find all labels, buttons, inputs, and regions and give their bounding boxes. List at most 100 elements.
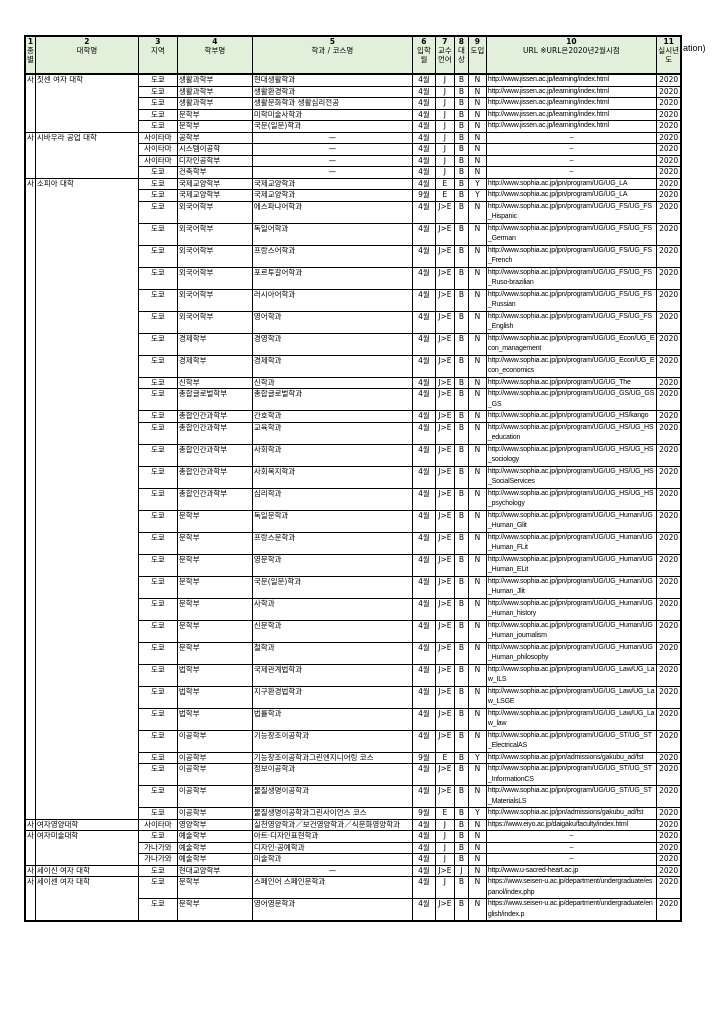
region-cell: 도쿄 — [137, 244, 178, 268]
url-cell[interactable]: http://www.sophia.ac.jp/jpn/program/UG/U… — [485, 487, 657, 511]
url-cell[interactable]: http://www.sophia.ac.jp/jpn/program/UG/U… — [485, 729, 657, 753]
faculty-cell: 문학부 — [176, 553, 253, 577]
entry-month-cell: 4월 — [411, 421, 436, 445]
department-cell: 정보이공학과 — [251, 763, 413, 786]
university-name-cell: 시바우라 공업 대학 — [34, 131, 139, 179]
year-cell: 2020 — [655, 421, 682, 445]
url-cell[interactable]: http://www.sophia.ac.jp/jpn/program/UG/U… — [485, 707, 657, 731]
column-number: 1 — [27, 37, 34, 46]
department-cell: 심리학과 — [251, 487, 413, 511]
url-cell[interactable]: http://www.sophia.ac.jp/jpn/program/UG/U… — [485, 663, 657, 687]
url-cell[interactable]: http://www.sophia.ac.jp/jpn/program/UG/U… — [485, 685, 657, 709]
url-cell[interactable]: http://www.sophia.ac.jp/jpn/program/UG/U… — [485, 443, 657, 467]
language-cell: J — [434, 97, 455, 110]
university-name-cell: 짓센 여자 대학 — [34, 73, 139, 133]
url-cell[interactable]: http://www.sophia.ac.jp/jpn/program/UG/U… — [485, 310, 657, 334]
url-cell[interactable]: http://www.sophia.ac.jp/jpn/program/UG/U… — [485, 763, 657, 786]
url-cell[interactable]: http://www.sophia.ac.jp/jpn/program/UG/U… — [485, 332, 657, 356]
entry-month-cell: 4월 — [411, 108, 436, 121]
url-cell[interactable]: http://www.sophia.ac.jp/jpn/program/UG/U… — [485, 200, 657, 224]
url-cell[interactable]: http://www.sophia.ac.jp/jpn/program/UG/U… — [485, 388, 657, 411]
url-cell[interactable]: http://www.u-sacred-heart.ac.jp — [485, 864, 657, 877]
language-cell: J>E — [434, 332, 455, 356]
language-cell: J — [434, 131, 455, 144]
table-row: 도쿄 건축학부 —4월 J B N –2020 — [25, 166, 682, 179]
introduction-cell: N — [467, 553, 487, 577]
table-header: 1 종별 2 대학명 3 지역 4 학부명 5 학과 / 코스명 6 입학월 7 교수언어 8 대상 9 도입 10… — [24, 35, 682, 75]
introduction-cell: N — [467, 876, 487, 899]
target-cell: B — [453, 898, 469, 922]
url-cell[interactable]: http://www.sophia.ac.jp/jpn/program/UG/U… — [485, 189, 657, 202]
language-cell: J>E — [434, 785, 455, 808]
target-cell: B — [453, 388, 469, 411]
faculty-cell: 외국어학부 — [176, 310, 253, 334]
url-cell[interactable]: http://www.sophia.ac.jp/jpn/admissions/g… — [485, 751, 657, 764]
year-cell: 2020 — [655, 288, 682, 312]
url-cell[interactable]: https://www.seisen-u.ac.jp/department/un… — [485, 876, 657, 899]
department-cell: 러시아어학과 — [251, 288, 413, 312]
url-cell[interactable]: http://www.sophia.ac.jp/jpn/program/UG/U… — [485, 641, 657, 665]
url-cell[interactable]: http://www.sophia.ac.jp/jpn/program/UG/U… — [485, 465, 657, 489]
target-cell: B — [453, 531, 469, 555]
department-cell: 프랑스문학과 — [251, 531, 413, 555]
url-cell[interactable]: http://www.jissen.ac.jp/learning/index.h… — [485, 97, 657, 110]
url-cell[interactable]: http://www.sophia.ac.jp/jpn/program/UG/U… — [485, 222, 657, 246]
column-number: 2 — [84, 37, 90, 46]
introduction-cell: N — [467, 266, 487, 290]
url-cell[interactable]: http://www.sophia.ac.jp/jpn/program/UG/U… — [485, 421, 657, 445]
url-cell[interactable]: http://www.sophia.ac.jp/jpn/program/UG/U… — [485, 509, 657, 533]
language-cell: E — [434, 807, 455, 820]
department-cell: — — [251, 154, 413, 167]
url-cell[interactable]: http://www.sophia.ac.jp/jpn/program/UG/U… — [485, 177, 657, 190]
column-number: 11 — [663, 37, 674, 46]
introduction-cell: N — [467, 531, 487, 555]
introduction-cell: N — [467, 421, 487, 445]
year-cell: 2020 — [655, 707, 682, 731]
column-label: 입학월 — [417, 46, 431, 64]
introduction-cell: N — [467, 898, 487, 922]
url-cell[interactable]: http://www.sophia.ac.jp/jpn/program/UG/U… — [485, 575, 657, 599]
url-cell[interactable]: http://www.jissen.ac.jp/learning/index.h… — [485, 85, 657, 98]
introduction-cell: N — [467, 288, 487, 312]
url-cell[interactable]: http://www.jissen.ac.jp/learning/index.h… — [485, 120, 657, 133]
url-cell[interactable]: http://www.sophia.ac.jp/jpn/program/UG/U… — [485, 410, 657, 423]
url-cell[interactable]: http://www.jissen.ac.jp/learning/index.h… — [485, 108, 657, 121]
entry-month-cell: 4월 — [411, 310, 436, 334]
entry-month-cell: 4월 — [411, 131, 436, 144]
department-cell: 지구환경법학과 — [251, 685, 413, 709]
url-cell[interactable]: http://www.sophia.ac.jp/jpn/program/UG/U… — [485, 354, 657, 378]
year-cell: 2020 — [655, 410, 682, 423]
language-cell: J — [434, 154, 455, 167]
url-cell[interactable]: http://www.sophia.ac.jp/jpn/program/UG/U… — [485, 266, 657, 290]
entry-month-cell: 4월 — [411, 509, 436, 533]
introduction-cell: N — [467, 410, 487, 423]
url-cell[interactable]: http://www.sophia.ac.jp/jpn/program/UG/U… — [485, 288, 657, 312]
url-cell[interactable]: https://www.eiyo.ac.jp/daigaku/faculty/i… — [485, 818, 657, 831]
year-cell: 2020 — [655, 465, 682, 489]
url-cell[interactable]: http://www.sophia.ac.jp/jpn/program/UG/U… — [485, 597, 657, 621]
url-cell[interactable]: http://www.sophia.ac.jp/jpn/program/UG/U… — [485, 531, 657, 555]
url-cell: – — [485, 154, 657, 167]
target-cell: B — [453, 154, 469, 167]
url-cell[interactable]: http://www.jissen.ac.jp/learning/index.h… — [485, 73, 657, 87]
year-cell: 2020 — [655, 177, 682, 190]
url-cell[interactable]: http://www.sophia.ac.jp/jpn/program/UG/U… — [485, 619, 657, 643]
url-cell[interactable]: http://www.sophia.ac.jp/jpn/program/UG/U… — [485, 785, 657, 808]
year-cell: 2020 — [655, 619, 682, 643]
language-cell: J>E — [434, 553, 455, 577]
target-cell: B — [453, 729, 469, 753]
url-cell[interactable]: http://www.sophia.ac.jp/jpn/program/UG/U… — [485, 376, 657, 389]
region-cell: 도쿄 — [137, 751, 178, 764]
target-cell: B — [453, 465, 469, 489]
url-cell[interactable]: http://www.sophia.ac.jp/jpn/program/UG/U… — [485, 244, 657, 268]
department-cell: 법률학과 — [251, 707, 413, 731]
department-cell: 에스파냐어학과 — [251, 200, 413, 224]
url-cell[interactable]: http://www.sophia.ac.jp/jpn/program/UG/U… — [485, 553, 657, 577]
target-cell: B — [453, 410, 469, 423]
url-cell[interactable]: https://www.seisen-u.ac.jp/department/un… — [485, 898, 657, 922]
region-cell: 도쿄 — [137, 575, 178, 599]
url-cell[interactable]: http://www.sophia.ac.jp/jpn/admissions/g… — [485, 807, 657, 820]
